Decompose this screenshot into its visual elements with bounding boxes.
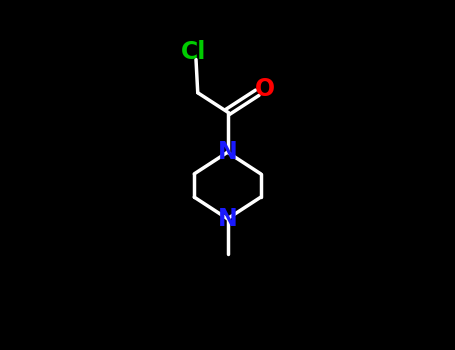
- Text: N: N: [217, 140, 238, 163]
- Text: Cl: Cl: [181, 40, 206, 64]
- Text: O: O: [255, 77, 275, 100]
- Text: N: N: [217, 208, 238, 231]
